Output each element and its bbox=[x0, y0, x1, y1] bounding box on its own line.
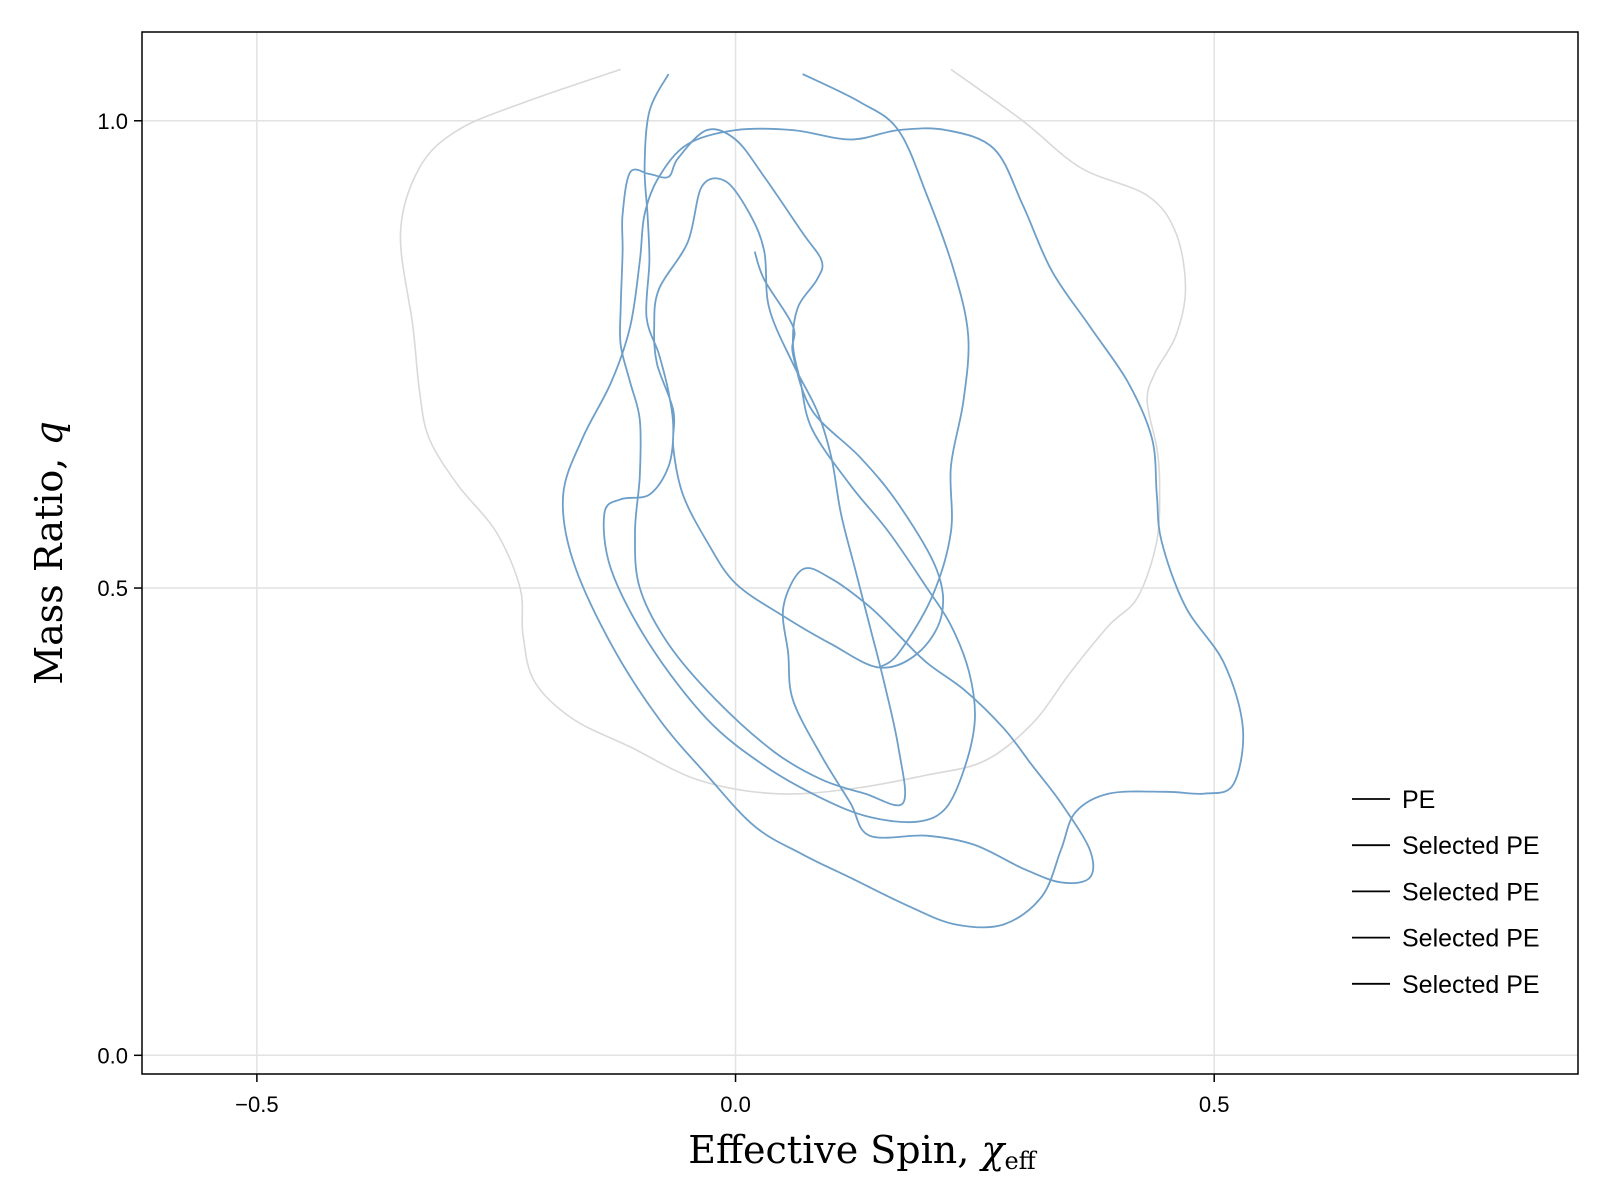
x-tick-label: 0.5 bbox=[1199, 1092, 1230, 1117]
x-axis-title-text: Effective Spin, bbox=[688, 1128, 981, 1172]
selected-pe-contour-3 bbox=[561, 127, 1245, 929]
x-axis-title-subscript: eff bbox=[1004, 1147, 1037, 1175]
legend-label: Selected PE bbox=[1402, 832, 1540, 860]
y-axis-title-symbol: q bbox=[27, 421, 71, 445]
x-tick-label: 0.0 bbox=[720, 1092, 751, 1117]
legend-label: Selected PE bbox=[1402, 878, 1540, 906]
plot-frame bbox=[141, 31, 1579, 1075]
legend-label: Selected PE bbox=[1402, 971, 1540, 999]
y-axis-title: Mass Ratio, q bbox=[27, 421, 71, 685]
selected-pe-contour-4 bbox=[781, 567, 1095, 885]
y-axis-ticks: 0.0 0.5 1.0 bbox=[97, 109, 142, 1068]
x-tick-label: −0.5 bbox=[235, 1092, 278, 1117]
y-tick-label: 0.0 bbox=[97, 1043, 128, 1068]
y-tick-label: 0.5 bbox=[97, 576, 128, 601]
plot-background bbox=[142, 32, 1578, 1074]
x-axis-ticks: −0.5 0.0 0.5 bbox=[235, 1074, 1230, 1117]
legend-label: Selected PE bbox=[1402, 925, 1540, 953]
legend-label: PE bbox=[1402, 786, 1435, 814]
legend: PE Selected PE Selected PE Selected PE Selec… bbox=[1352, 786, 1540, 999]
pe-contour-0 bbox=[399, 68, 1187, 795]
series-layer bbox=[399, 68, 1245, 929]
x-axis-title-symbol: χ bbox=[978, 1128, 1006, 1172]
y-axis-title-text: Mass Ratio, bbox=[27, 446, 71, 685]
y-tick-label: 1.0 bbox=[97, 109, 128, 134]
x-axis-title: Effective Spin, χeff bbox=[688, 1128, 1037, 1175]
